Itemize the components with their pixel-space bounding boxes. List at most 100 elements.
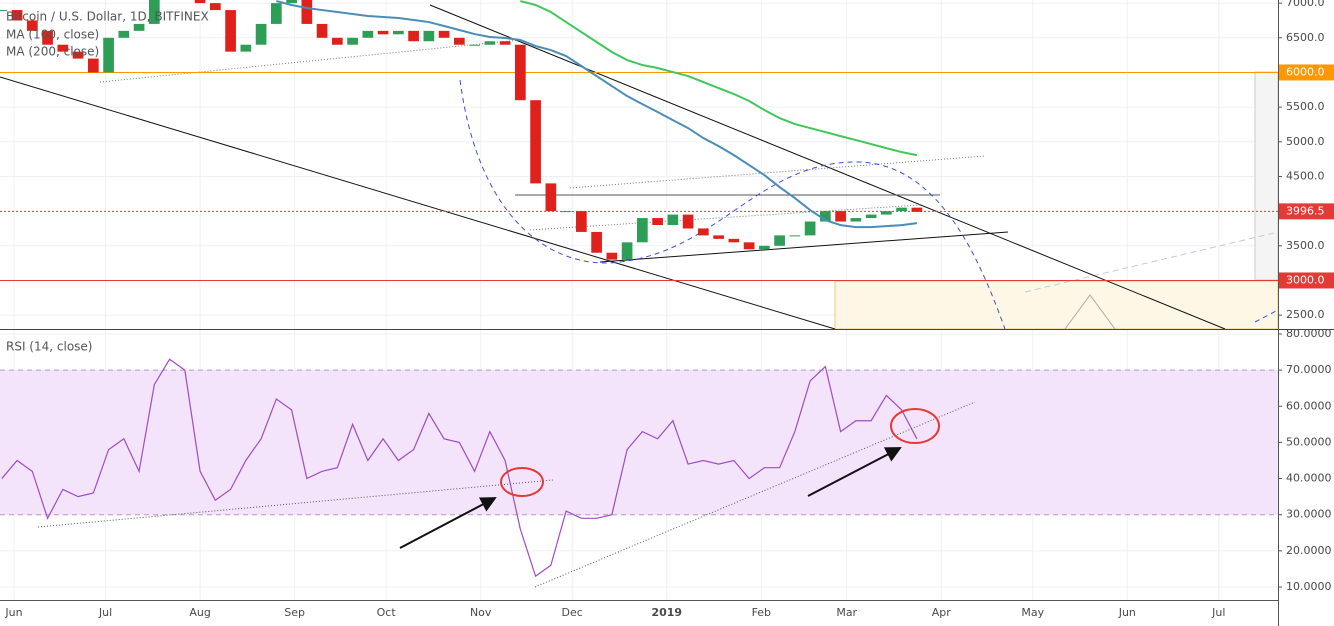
y-tick-label: 70.0000	[1286, 363, 1332, 376]
price-tag	[1279, 272, 1334, 289]
candle	[194, 0, 206, 4]
candle	[87, 58, 99, 73]
trend-line	[99, 39, 521, 83]
y-tick-label: 4500.0	[1286, 169, 1325, 182]
x-tick-label: Jul	[1211, 606, 1225, 619]
candle	[560, 211, 572, 213]
ma-line	[520, 0, 918, 157]
candle	[835, 211, 846, 222]
price-tag	[1279, 203, 1334, 220]
y-tick-label: 10.0000	[1286, 580, 1332, 593]
y-tick-label: 6500.0	[1286, 31, 1325, 44]
candle	[255, 23, 267, 45]
candle	[103, 37, 114, 73]
price-tag	[1279, 64, 1334, 81]
candle	[621, 242, 633, 260]
y-tick-label: 60.0000	[1286, 399, 1332, 412]
trend-line	[0, 76, 836, 329]
candle	[820, 211, 831, 222]
trend-line	[1024, 231, 1278, 293]
candle	[881, 211, 892, 215]
rsi-title: RSI (14, close)	[6, 340, 92, 354]
trend-line	[37, 479, 554, 528]
price-tag-label: 3996.5	[1286, 204, 1325, 217]
candle	[286, 0, 297, 4]
price-tag-label: 6000.0	[1286, 65, 1325, 78]
y-tick-label: 3500.0	[1286, 239, 1325, 252]
candle	[743, 242, 755, 250]
x-tick-label: Feb	[752, 606, 771, 619]
x-tick-label: Oct	[377, 606, 397, 619]
candle	[804, 221, 816, 236]
candle	[515, 44, 526, 101]
candle	[896, 207, 907, 212]
candle	[911, 207, 923, 212]
candle	[698, 228, 709, 236]
candle	[72, 51, 84, 59]
candle	[210, 3, 221, 11]
under-layer	[0, 369, 1278, 516]
y-tick-label: 40.0000	[1286, 472, 1332, 485]
x-tick-label: Sep	[284, 606, 305, 619]
x-tick-label: Mar	[836, 606, 857, 619]
candle	[637, 218, 648, 243]
candle	[423, 30, 435, 42]
y-tick-label: 7000.0	[1286, 0, 1325, 9]
arc	[1254, 309, 1278, 323]
trend-line	[569, 155, 986, 189]
candle	[545, 183, 557, 212]
x-tick-label: May	[1021, 606, 1044, 619]
arrow	[399, 497, 497, 549]
y-tick-label: 5500.0	[1286, 100, 1325, 113]
candle	[667, 214, 679, 225]
candle	[133, 23, 145, 31]
x-tick-label: Apr	[932, 606, 952, 619]
y-tick-label: 2500.0	[1286, 308, 1325, 321]
y-tick-label: 30.0000	[1286, 508, 1332, 521]
x-tick-label: Dec	[562, 606, 583, 619]
candle	[865, 214, 877, 219]
trend-line	[529, 204, 921, 231]
trend-line	[599, 231, 1009, 263]
candle	[332, 37, 343, 45]
y-tick-label: 50.0000	[1286, 435, 1332, 448]
candle	[652, 218, 663, 225]
candle	[301, 0, 313, 24]
candle	[591, 231, 602, 253]
candle	[118, 30, 130, 38]
candle	[377, 30, 389, 35]
trend-line	[429, 4, 1226, 329]
x-tick-label: Jun	[1118, 606, 1136, 619]
candle	[530, 100, 541, 184]
candle	[484, 41, 496, 45]
arrow	[807, 447, 902, 497]
x-tick-label: Jun	[4, 606, 22, 619]
candle	[11, 10, 23, 21]
x-tick-label: Jul	[98, 606, 112, 619]
x-tick-label: 2019	[651, 606, 682, 619]
rsi-line	[1, 358, 918, 578]
y-tick-label: 80.0000	[1286, 327, 1332, 340]
labels: Bitcoin / U.S. Dollar, 1D, BITFINEX MA (…	[4, 0, 1334, 619]
candle	[148, 0, 160, 24]
marks	[0, 0, 1278, 578]
title: Bitcoin / U.S. Dollar, 1D, BITFINEX	[6, 10, 209, 24]
candle	[759, 245, 770, 250]
candle	[850, 218, 862, 222]
triangle	[1064, 294, 1116, 329]
candle	[774, 235, 785, 246]
drawings-price	[0, 4, 1278, 329]
target-box	[834, 280, 1278, 329]
candle	[606, 252, 618, 260]
candle	[408, 30, 419, 42]
legend-entry: MA (100, close)	[6, 28, 99, 42]
candle	[57, 44, 69, 52]
y-tick-label: 5000.0	[1286, 135, 1325, 148]
drawings-rsi	[37, 401, 976, 588]
candle	[682, 214, 694, 229]
candle	[576, 211, 587, 232]
legend-entry: MA (200, close)	[6, 45, 99, 59]
candle	[789, 235, 801, 237]
candle	[271, 3, 282, 24]
candle	[499, 41, 511, 45]
